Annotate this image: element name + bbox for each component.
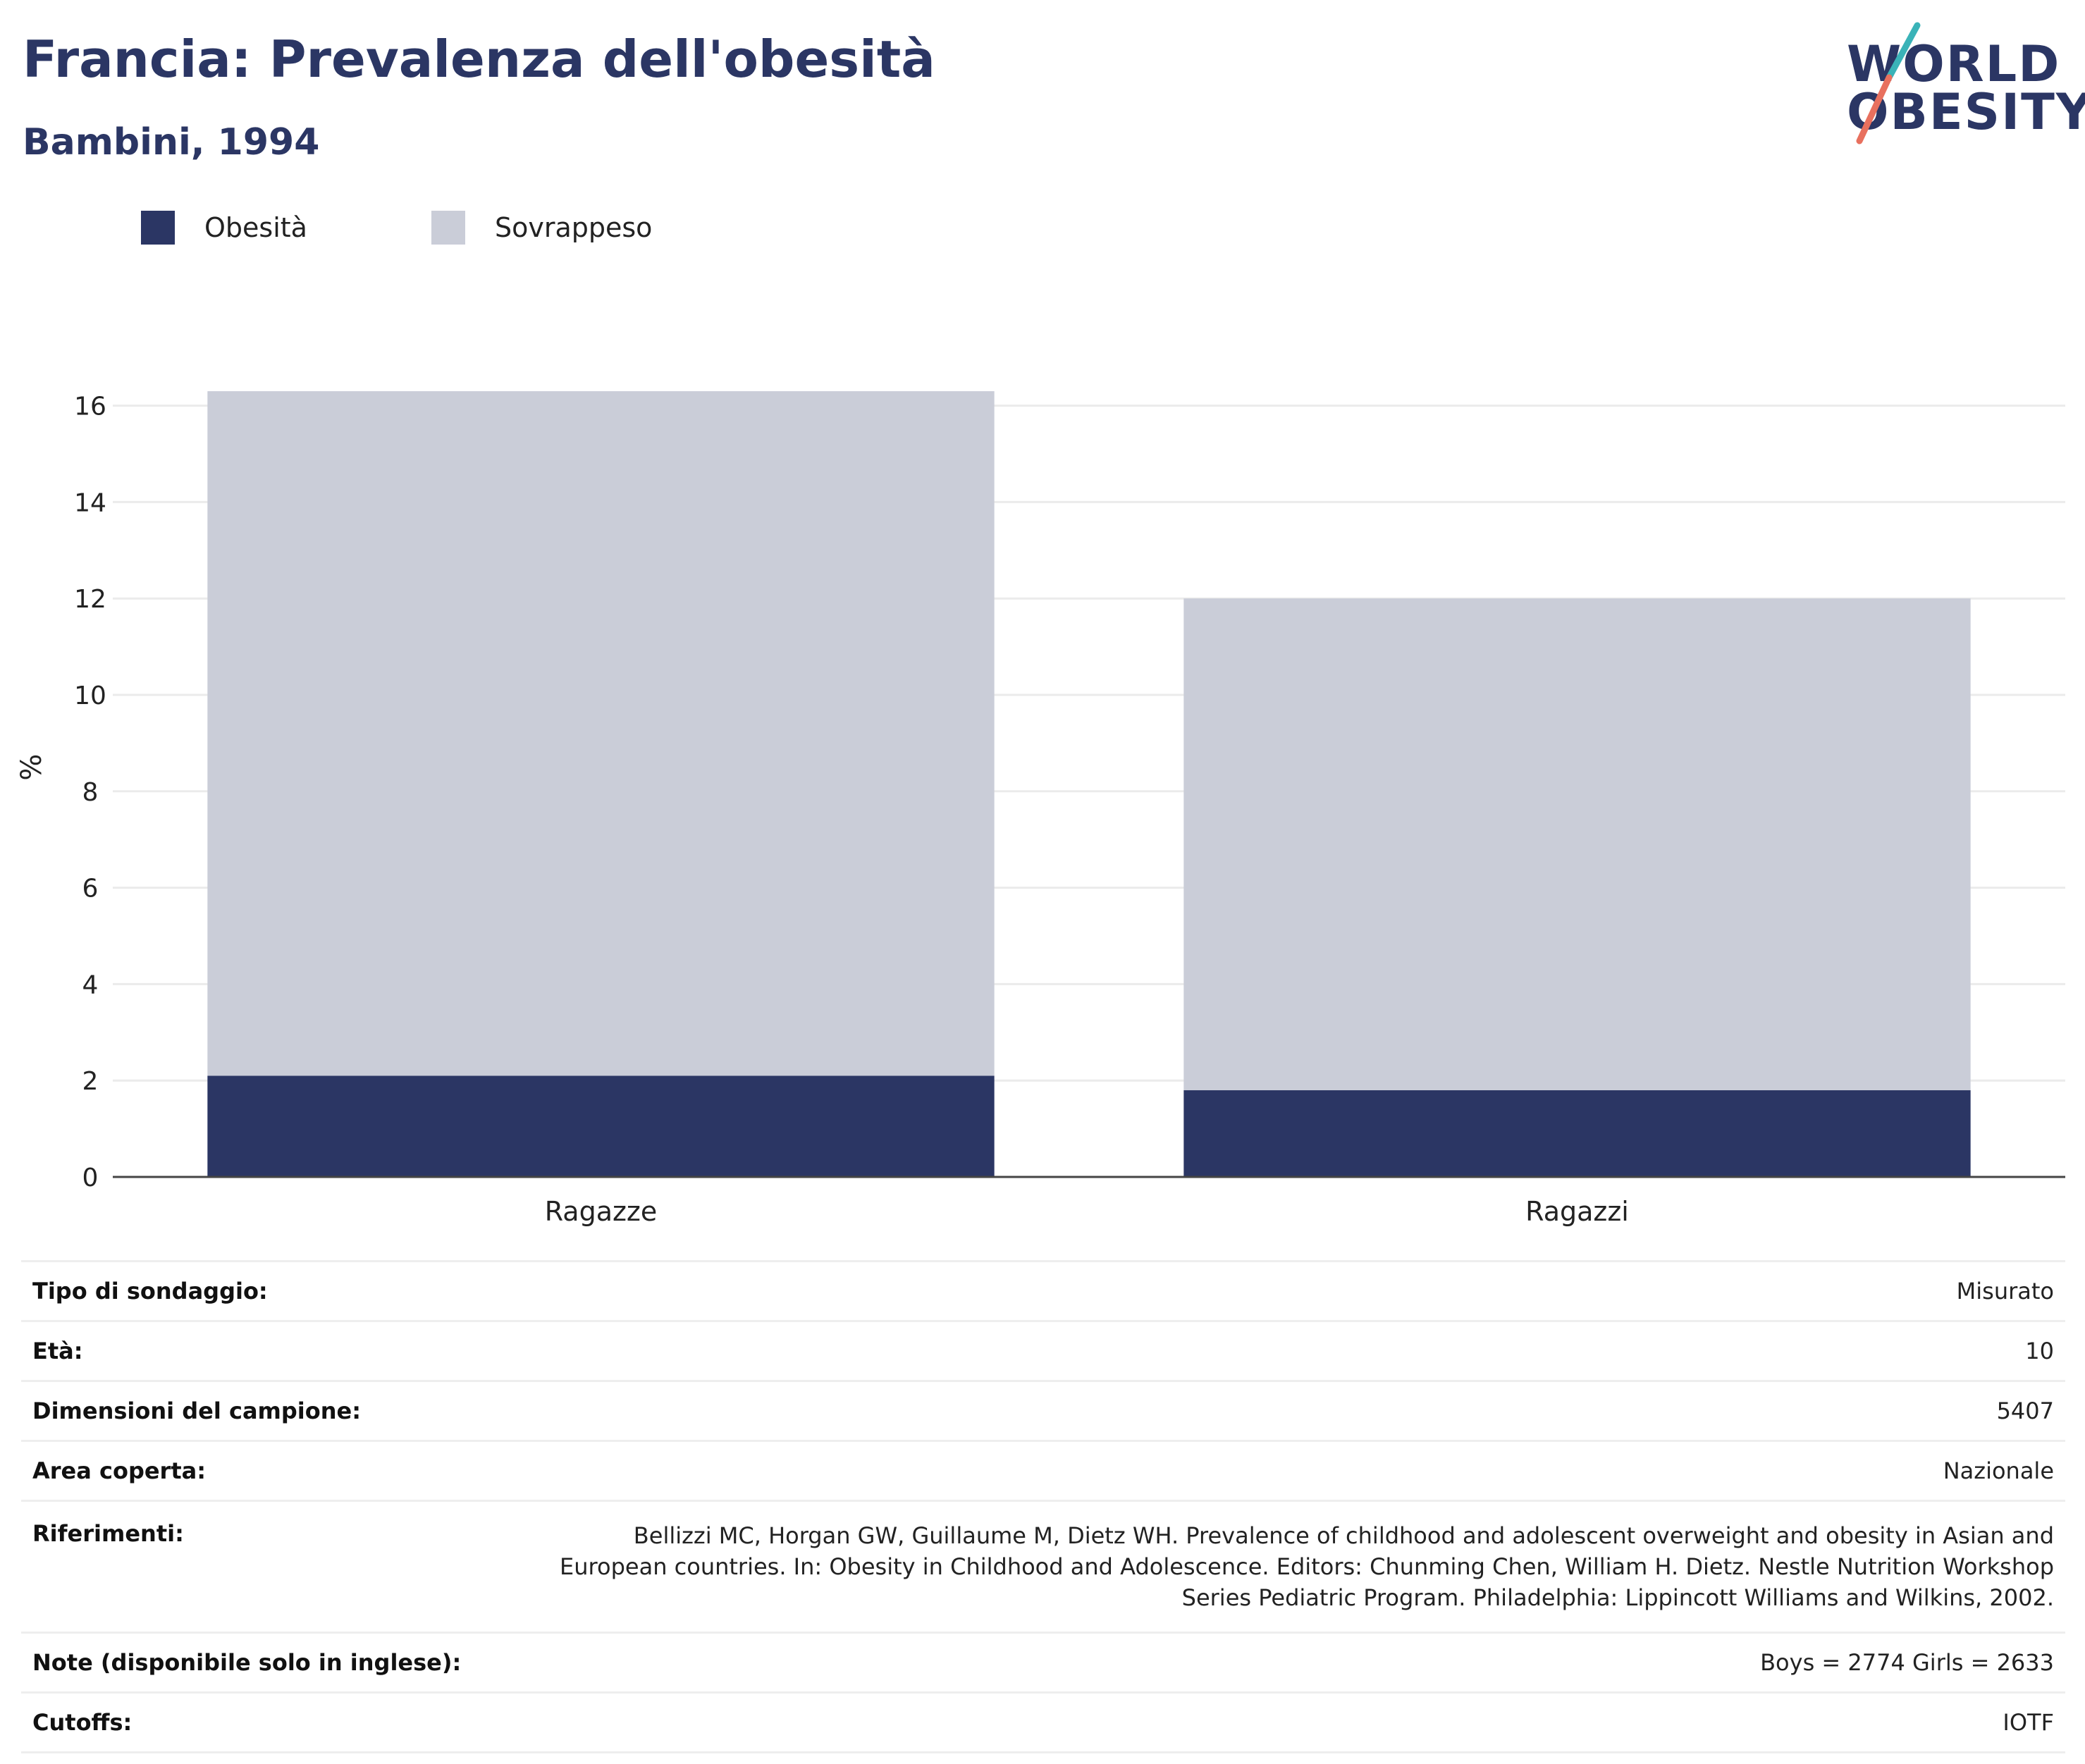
info-label: Area coperta:	[32, 1457, 207, 1484]
bar-overweight-1	[1183, 598, 1971, 1090]
y-tick-label: 4	[82, 970, 99, 999]
info-row: Cutoffs: IOTF	[21, 1691, 2065, 1753]
logo-word-world: WORLD	[1847, 35, 2061, 93]
world-obesity-logo: WORLD OBESITY	[1833, 20, 2085, 154]
survey-info-table: Tipo di sondaggio: Misurato Età: 10 Dimensio…	[21, 1260, 2065, 1753]
chart-title: Francia: Prevalenza dell'obesità	[23, 30, 935, 89]
info-row: Età: 10	[21, 1320, 2065, 1380]
y-tick-label: 0	[82, 1164, 99, 1192]
legend-item-obesity[interactable]: Obesità	[141, 210, 307, 245]
legend-swatch-obesity	[141, 211, 175, 245]
x-tick-label: Ragazzi	[1525, 1196, 1629, 1227]
info-label: Dimensioni del campione:	[32, 1398, 362, 1424]
legend-swatch-overweight	[431, 211, 465, 245]
y-axis-label: %	[16, 754, 48, 781]
y-tick-label: 12	[74, 585, 106, 614]
info-row: Riferimenti: Bellizzi MC, Horgan GW, Guil…	[21, 1500, 2065, 1632]
logo-slash-icon	[1856, 22, 1921, 144]
chart-subtitle: Bambini, 1994	[23, 121, 320, 164]
y-tick-label: 16	[74, 393, 106, 421]
info-label: Età:	[32, 1338, 83, 1364]
y-tick-label: 8	[82, 778, 99, 807]
info-value: Misurato	[1956, 1278, 2054, 1305]
bar-chart: 0 2 4 6 8 10 12 14 16 Ragazze Ragazzi%	[16, 391, 2065, 1227]
info-label: Riferimenti:	[32, 1520, 184, 1547]
info-row: Note (disponibile solo in inglese): Boys …	[21, 1632, 2065, 1691]
y-tick-label: 6	[82, 875, 99, 903]
legend-label-overweight: Sovrappeso	[495, 212, 653, 243]
y-tick-label: 10	[74, 681, 106, 710]
info-value: Boys = 2774 Girls = 2633	[1760, 1649, 2054, 1676]
info-label: Cutoffs:	[32, 1709, 133, 1736]
y-tick-label: 14	[74, 488, 106, 517]
legend-label-obesity: Obesità	[204, 212, 307, 243]
info-label: Tipo di sondaggio:	[32, 1278, 268, 1305]
bar-obesity-1	[1183, 1090, 1971, 1177]
legend-item-overweight[interactable]: Sovrappeso	[431, 210, 652, 245]
info-value: IOTF	[2003, 1709, 2054, 1736]
info-value: 10	[2025, 1338, 2054, 1364]
info-value: Bellizzi MC, Horgan GW, Guillaume M, Die…	[560, 1522, 2054, 1611]
info-row: Dimensioni del campione: 5407	[21, 1380, 2065, 1440]
info-value: 5407	[1996, 1398, 2054, 1424]
logo-word-obesity: OBESITY	[1847, 83, 2085, 141]
x-tick-label: Ragazze	[545, 1196, 658, 1227]
info-value: Nazionale	[1943, 1457, 2054, 1484]
info-row: Tipo di sondaggio: Misurato	[21, 1260, 2065, 1320]
bar-overweight-0	[207, 391, 995, 1076]
info-row: Area coperta: Nazionale	[21, 1440, 2065, 1500]
y-tick-label: 2	[82, 1067, 99, 1096]
bar-obesity-0	[207, 1075, 995, 1177]
info-label: Note (disponibile solo in inglese):	[32, 1649, 462, 1676]
